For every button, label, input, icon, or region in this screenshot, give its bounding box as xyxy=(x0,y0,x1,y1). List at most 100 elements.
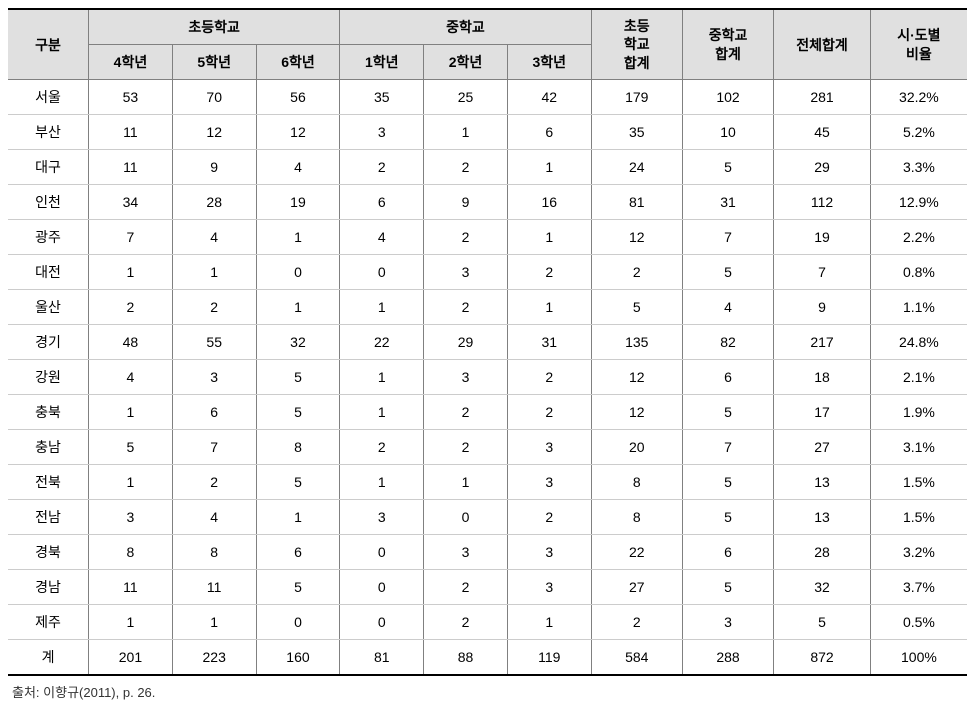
cell-m3: 1 xyxy=(507,290,591,325)
cell-total: 872 xyxy=(774,640,871,676)
cell-m3: 3 xyxy=(507,430,591,465)
region: 충남 xyxy=(8,430,89,465)
region: 대전 xyxy=(8,255,89,290)
cell-e6: 5 xyxy=(256,570,340,605)
cell-pct: 3.2% xyxy=(870,535,967,570)
cell-pct: 0.5% xyxy=(870,605,967,640)
cell-elem-sum: 35 xyxy=(591,115,682,150)
cell-m3: 119 xyxy=(507,640,591,676)
cell-pct: 32.2% xyxy=(870,80,967,115)
cell-e6: 160 xyxy=(256,640,340,676)
cell-m1: 4 xyxy=(340,220,424,255)
cell-e4: 1 xyxy=(89,395,173,430)
cell-m2: 3 xyxy=(424,360,508,395)
cell-m2: 2 xyxy=(424,395,508,430)
region: 경남 xyxy=(8,570,89,605)
header-grade-e5: 5학년 xyxy=(172,45,256,80)
cell-elem-sum: 81 xyxy=(591,185,682,220)
cell-e6: 1 xyxy=(256,290,340,325)
cell-total: 217 xyxy=(774,325,871,360)
cell-e5: 3 xyxy=(172,360,256,395)
cell-elem-sum: 584 xyxy=(591,640,682,676)
region: 광주 xyxy=(8,220,89,255)
cell-e5: 2 xyxy=(172,465,256,500)
region: 계 xyxy=(8,640,89,676)
table-row: 제주1100212350.5% xyxy=(8,605,967,640)
cell-total: 281 xyxy=(774,80,871,115)
cell-m2: 9 xyxy=(424,185,508,220)
cell-elem-sum: 12 xyxy=(591,220,682,255)
cell-m3: 31 xyxy=(507,325,591,360)
cell-total: 27 xyxy=(774,430,871,465)
cell-e5: 4 xyxy=(172,500,256,535)
cell-e4: 1 xyxy=(89,255,173,290)
table-row: 서울53705635254217910228132.2% xyxy=(8,80,967,115)
table-row: 대구1194221245293.3% xyxy=(8,150,967,185)
cell-pct: 1.5% xyxy=(870,500,967,535)
table-row: 전남34130285131.5% xyxy=(8,500,967,535)
cell-e4: 11 xyxy=(89,570,173,605)
cell-m3: 2 xyxy=(507,395,591,430)
cell-m1: 2 xyxy=(340,150,424,185)
cell-m3: 6 xyxy=(507,115,591,150)
cell-e6: 0 xyxy=(256,605,340,640)
cell-mid-sum: 82 xyxy=(682,325,773,360)
cell-total: 5 xyxy=(774,605,871,640)
cell-e4: 3 xyxy=(89,500,173,535)
cell-e4: 5 xyxy=(89,430,173,465)
cell-pct: 2.2% xyxy=(870,220,967,255)
table-row: 충남578223207273.1% xyxy=(8,430,967,465)
cell-total: 19 xyxy=(774,220,871,255)
cell-pct: 1.9% xyxy=(870,395,967,430)
cell-m3: 1 xyxy=(507,220,591,255)
cell-m1: 0 xyxy=(340,535,424,570)
cell-m2: 29 xyxy=(424,325,508,360)
cell-e5: 11 xyxy=(172,570,256,605)
cell-mid-sum: 5 xyxy=(682,465,773,500)
cell-e5: 28 xyxy=(172,185,256,220)
cell-e6: 5 xyxy=(256,395,340,430)
cell-e6: 1 xyxy=(256,220,340,255)
cell-e4: 2 xyxy=(89,290,173,325)
region: 전남 xyxy=(8,500,89,535)
cell-mid-sum: 288 xyxy=(682,640,773,676)
cell-mid-sum: 3 xyxy=(682,605,773,640)
cell-pct: 5.2% xyxy=(870,115,967,150)
cell-mid-sum: 5 xyxy=(682,150,773,185)
cell-m1: 6 xyxy=(340,185,424,220)
cell-e4: 201 xyxy=(89,640,173,676)
cell-m3: 2 xyxy=(507,500,591,535)
header-grade-e6: 6학년 xyxy=(256,45,340,80)
cell-e4: 53 xyxy=(89,80,173,115)
region: 서울 xyxy=(8,80,89,115)
cell-total: 112 xyxy=(774,185,871,220)
cell-total: 7 xyxy=(774,255,871,290)
cell-elem-sum: 8 xyxy=(591,465,682,500)
cell-m2: 2 xyxy=(424,430,508,465)
cell-e6: 5 xyxy=(256,360,340,395)
header-elem-sum: 초등 학교 합계 xyxy=(591,9,682,80)
cell-mid-sum: 7 xyxy=(682,430,773,465)
cell-elem-sum: 20 xyxy=(591,430,682,465)
cell-pct: 3.3% xyxy=(870,150,967,185)
cell-pct: 2.1% xyxy=(870,360,967,395)
cell-mid-sum: 5 xyxy=(682,570,773,605)
cell-m2: 2 xyxy=(424,605,508,640)
cell-e5: 6 xyxy=(172,395,256,430)
cell-total: 17 xyxy=(774,395,871,430)
cell-e5: 4 xyxy=(172,220,256,255)
table-body: 서울53705635254217910228132.2%부산1112123163… xyxy=(8,80,967,676)
cell-m3: 1 xyxy=(507,150,591,185)
header-mid-sum: 중학교 합계 xyxy=(682,9,773,80)
region: 인천 xyxy=(8,185,89,220)
header-grade-e4: 4학년 xyxy=(89,45,173,80)
cell-m3: 2 xyxy=(507,255,591,290)
cell-m1: 3 xyxy=(340,500,424,535)
cell-pct: 1.5% xyxy=(870,465,967,500)
region: 제주 xyxy=(8,605,89,640)
header-total: 전체합계 xyxy=(774,9,871,80)
cell-e6: 0 xyxy=(256,255,340,290)
cell-mid-sum: 6 xyxy=(682,360,773,395)
cell-pct: 24.8% xyxy=(870,325,967,360)
table-row: 경기4855322229311358221724.8% xyxy=(8,325,967,360)
